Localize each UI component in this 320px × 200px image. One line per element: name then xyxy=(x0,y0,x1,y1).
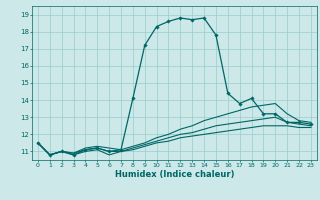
X-axis label: Humidex (Indice chaleur): Humidex (Indice chaleur) xyxy=(115,170,234,179)
